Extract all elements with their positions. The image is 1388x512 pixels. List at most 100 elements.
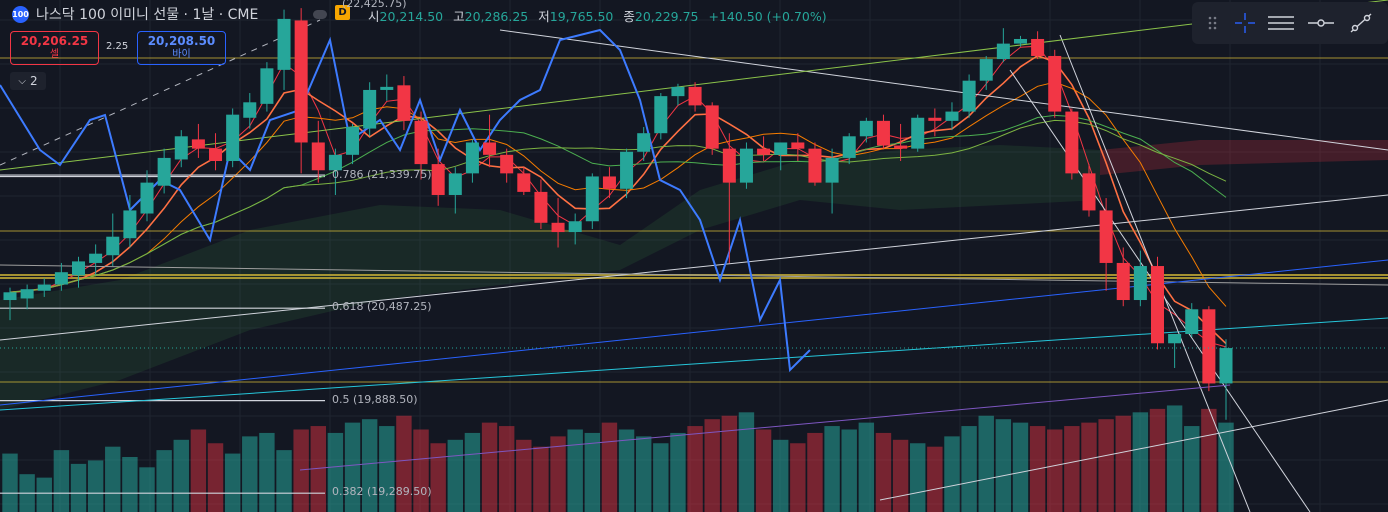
candle-body xyxy=(448,173,462,195)
candle-body xyxy=(1116,262,1130,301)
volume-bar xyxy=(481,422,498,512)
high-label: 고 xyxy=(453,9,465,24)
candle-body xyxy=(363,89,377,129)
buy-button[interactable]: 20,208.50 바이 xyxy=(137,31,226,65)
candle-body xyxy=(979,59,993,81)
ma-line-fast xyxy=(9,45,1227,348)
volume-bar xyxy=(413,429,429,512)
trend-line xyxy=(879,399,1388,501)
sell-price: 20,206.25 xyxy=(20,34,89,48)
horizontal-lines-icon[interactable] xyxy=(1266,10,1296,36)
candle-body xyxy=(894,145,908,149)
volume-bar xyxy=(670,432,686,512)
candle-body xyxy=(654,96,668,134)
candle-body xyxy=(551,222,565,233)
volume-bar xyxy=(927,446,943,512)
dashed-trend-line xyxy=(0,19,321,166)
candle-body xyxy=(37,284,51,291)
candle-body xyxy=(671,86,685,97)
crosshair-icon[interactable] xyxy=(1230,10,1260,36)
candle-body xyxy=(859,120,873,137)
volume-bar xyxy=(790,443,806,512)
dividend-badge[interactable]: D xyxy=(335,5,350,20)
volume-bar xyxy=(738,412,755,512)
drawing-toolbar xyxy=(1192,2,1388,44)
trend-line xyxy=(499,29,1388,151)
volume-bar xyxy=(1132,412,1149,512)
candle-body xyxy=(191,139,205,149)
symbol-title[interactable]: 나스닥 100 이미니 선물 · 1날 · CME xyxy=(36,7,259,23)
volume-bar xyxy=(87,460,104,512)
close-label: 종 xyxy=(623,9,635,24)
candle-body xyxy=(311,142,325,171)
candle-body xyxy=(996,43,1010,60)
trend-line-icon[interactable] xyxy=(1346,10,1376,36)
volume-bar xyxy=(1115,415,1131,512)
candle-body xyxy=(825,157,839,183)
candle-body xyxy=(277,18,291,70)
candle-body xyxy=(1082,173,1096,211)
volume-bar xyxy=(944,436,960,512)
candle-body xyxy=(1048,55,1062,112)
volume-bar xyxy=(755,429,772,512)
volume-bar xyxy=(1047,429,1063,512)
candle-body xyxy=(791,142,805,149)
volume-bar xyxy=(1064,426,1080,512)
ichimoku-cloud-bearish xyxy=(1100,140,1388,175)
candle-body xyxy=(568,221,582,233)
market-status-icon xyxy=(313,10,327,19)
candle-body xyxy=(431,164,445,195)
candle-body xyxy=(757,148,771,155)
ma-line-mid xyxy=(9,81,1227,307)
indicators-toggle[interactable]: ⌵ 2 xyxy=(10,72,46,90)
candle-body xyxy=(774,142,788,155)
low-label: 저 xyxy=(538,9,550,24)
volume-bar xyxy=(53,450,70,512)
volume-bar xyxy=(910,443,926,512)
sell-label: 셀 xyxy=(49,49,60,60)
candle-body xyxy=(722,148,736,183)
volume-bar xyxy=(430,443,446,512)
horizontal-ray-icon[interactable] xyxy=(1306,10,1336,36)
candle-body xyxy=(465,142,479,174)
candle-body xyxy=(209,148,223,162)
candle-body xyxy=(705,105,719,149)
volume-bar xyxy=(772,439,789,512)
volume-bar xyxy=(1184,426,1200,512)
candle-body xyxy=(3,292,17,301)
volume-bar xyxy=(601,422,618,512)
volume-bar xyxy=(224,453,241,512)
volume-bar xyxy=(173,439,189,512)
spread-value: 2.25 xyxy=(106,41,129,52)
candle-body xyxy=(140,182,154,214)
candle-body xyxy=(1065,111,1079,174)
candle-body xyxy=(1013,38,1027,44)
candle-body xyxy=(808,148,822,183)
ohlc-readout: 시20,214.50 고20,286.25 저19,765.50 종20,229… xyxy=(368,6,833,25)
volume-bar xyxy=(207,443,224,512)
sell-button[interactable]: 20,206.25 셀 xyxy=(10,31,99,65)
volume-bar xyxy=(242,436,258,512)
volume-bar xyxy=(841,429,857,512)
volume-bar xyxy=(978,415,994,512)
candle-body xyxy=(1219,348,1233,384)
candle-body xyxy=(637,133,651,152)
volume-bar xyxy=(807,432,823,512)
candle-body xyxy=(89,253,103,263)
candle-body xyxy=(157,157,171,186)
change-value: +140.50 (+0.70%) xyxy=(708,9,827,24)
candle-body xyxy=(1150,266,1165,344)
drag-handle-icon[interactable] xyxy=(1198,10,1228,36)
candle-body xyxy=(123,210,137,239)
candle-body xyxy=(226,114,240,162)
candle-body xyxy=(397,85,411,121)
volume-bar xyxy=(327,432,344,512)
volume-bar xyxy=(379,426,395,512)
candle-body xyxy=(328,154,342,171)
volume-bar xyxy=(396,415,412,512)
volume-bar xyxy=(447,439,464,512)
volume-bar xyxy=(961,426,977,512)
trend-line xyxy=(299,384,1231,471)
volume-bar xyxy=(464,432,481,512)
